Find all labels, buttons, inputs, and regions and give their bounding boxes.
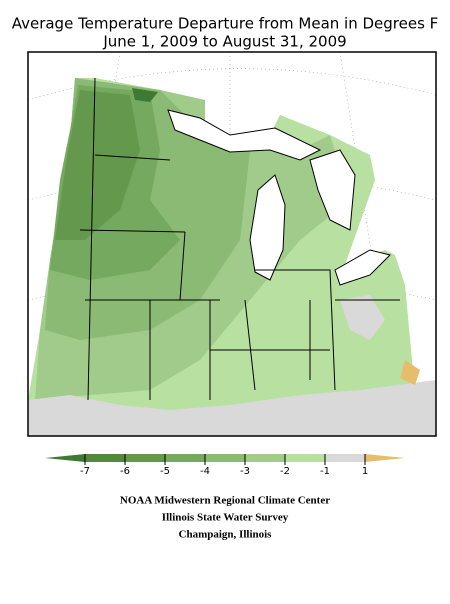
credit-line: NOAA Midwestern Regional Climate Center bbox=[120, 495, 330, 507]
title: Average Temperature Departure from Mean … bbox=[12, 15, 439, 33]
legend-swatch bbox=[245, 454, 285, 462]
map bbox=[27, 51, 437, 437]
legend-tick-label: 1 bbox=[362, 466, 368, 477]
legend-tick-label: -7 bbox=[80, 466, 90, 477]
legend-swatch bbox=[85, 454, 125, 462]
subtitle: June 1, 2009 to August 31, 2009 bbox=[102, 33, 346, 51]
legend-tick-label: -5 bbox=[160, 466, 170, 477]
legend-swatch bbox=[325, 454, 365, 462]
legend-tick-label: -3 bbox=[240, 466, 250, 477]
credit-line: Illinois State Water Survey bbox=[162, 512, 289, 524]
legend-tick-label: -2 bbox=[280, 466, 290, 477]
legend-tick-label: -6 bbox=[120, 466, 130, 477]
legend-tick-label: -4 bbox=[200, 466, 210, 477]
credit-line: Champaign, Illinois bbox=[179, 529, 273, 541]
legend-swatch bbox=[285, 454, 325, 462]
legend-swatch bbox=[45, 454, 85, 462]
legend: -7 -6 -5 -4 -3 -2 -1 1 bbox=[45, 454, 405, 477]
legend-swatch bbox=[125, 454, 165, 462]
legend-swatch bbox=[205, 454, 245, 462]
legend-tick-label: -1 bbox=[320, 466, 330, 477]
legend-swatch bbox=[165, 454, 205, 462]
legend-swatch bbox=[365, 454, 405, 462]
